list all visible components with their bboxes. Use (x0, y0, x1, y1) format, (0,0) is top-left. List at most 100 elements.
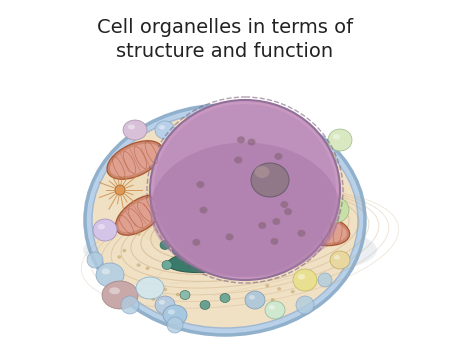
Ellipse shape (118, 198, 162, 233)
Ellipse shape (234, 156, 242, 164)
Ellipse shape (290, 214, 350, 246)
Ellipse shape (176, 293, 180, 296)
Ellipse shape (83, 218, 377, 282)
Ellipse shape (196, 181, 204, 188)
Ellipse shape (123, 284, 127, 287)
Ellipse shape (270, 298, 274, 301)
Ellipse shape (270, 238, 279, 245)
Ellipse shape (154, 104, 336, 276)
Ellipse shape (245, 291, 265, 309)
Ellipse shape (85, 105, 365, 335)
Ellipse shape (87, 252, 103, 268)
Ellipse shape (248, 139, 256, 146)
Ellipse shape (187, 188, 259, 220)
Ellipse shape (272, 218, 280, 225)
Ellipse shape (277, 287, 281, 291)
Ellipse shape (330, 251, 350, 269)
Ellipse shape (192, 239, 200, 246)
Ellipse shape (200, 300, 210, 310)
Ellipse shape (121, 296, 139, 314)
Ellipse shape (188, 139, 202, 151)
Ellipse shape (151, 297, 155, 301)
Ellipse shape (255, 166, 270, 178)
Ellipse shape (168, 310, 175, 314)
Ellipse shape (220, 293, 230, 303)
Ellipse shape (159, 300, 165, 305)
Ellipse shape (332, 257, 336, 260)
Ellipse shape (298, 274, 305, 280)
Ellipse shape (245, 121, 265, 139)
Ellipse shape (166, 298, 170, 301)
Text: Cell organelles in terms of
structure and function: Cell organelles in terms of structure an… (97, 18, 353, 61)
Ellipse shape (137, 232, 141, 236)
Ellipse shape (137, 263, 140, 267)
Ellipse shape (150, 100, 340, 280)
Ellipse shape (140, 154, 144, 158)
Ellipse shape (109, 287, 120, 294)
Ellipse shape (130, 167, 134, 171)
Ellipse shape (107, 141, 163, 179)
Ellipse shape (177, 218, 261, 246)
Ellipse shape (123, 120, 147, 140)
Ellipse shape (123, 137, 347, 263)
Ellipse shape (272, 170, 280, 177)
Ellipse shape (115, 185, 125, 195)
Ellipse shape (274, 153, 283, 160)
Ellipse shape (122, 249, 126, 252)
Ellipse shape (278, 144, 292, 156)
Ellipse shape (334, 255, 340, 260)
Ellipse shape (237, 136, 245, 143)
Ellipse shape (145, 267, 149, 270)
Ellipse shape (284, 208, 292, 215)
Ellipse shape (265, 301, 285, 319)
Ellipse shape (182, 203, 260, 233)
Ellipse shape (266, 284, 269, 287)
Ellipse shape (140, 217, 144, 221)
Ellipse shape (220, 294, 224, 298)
Ellipse shape (163, 305, 187, 325)
Ellipse shape (116, 195, 165, 235)
Ellipse shape (274, 180, 282, 187)
Ellipse shape (160, 241, 170, 249)
Ellipse shape (96, 263, 124, 287)
Ellipse shape (117, 255, 122, 259)
Ellipse shape (93, 219, 117, 241)
Ellipse shape (150, 143, 340, 277)
Ellipse shape (110, 144, 160, 176)
Ellipse shape (297, 230, 306, 237)
Ellipse shape (269, 305, 275, 310)
Ellipse shape (296, 296, 314, 314)
Ellipse shape (104, 221, 108, 225)
Ellipse shape (249, 295, 255, 299)
Ellipse shape (328, 129, 352, 151)
Ellipse shape (251, 163, 289, 197)
Ellipse shape (163, 288, 167, 291)
Ellipse shape (158, 298, 162, 302)
Ellipse shape (159, 125, 165, 129)
Ellipse shape (318, 273, 332, 287)
Ellipse shape (199, 207, 207, 214)
Ellipse shape (314, 150, 336, 170)
Ellipse shape (225, 234, 234, 240)
Ellipse shape (155, 121, 175, 139)
Ellipse shape (167, 247, 263, 273)
Ellipse shape (327, 203, 335, 209)
Ellipse shape (102, 281, 138, 309)
Ellipse shape (102, 268, 110, 274)
Ellipse shape (260, 245, 270, 255)
Ellipse shape (165, 225, 175, 235)
Ellipse shape (321, 197, 349, 223)
Ellipse shape (180, 290, 190, 299)
Ellipse shape (319, 154, 325, 160)
Ellipse shape (280, 201, 288, 208)
Ellipse shape (249, 125, 255, 129)
Ellipse shape (92, 112, 358, 328)
Ellipse shape (162, 261, 172, 269)
Ellipse shape (291, 290, 295, 293)
Ellipse shape (333, 134, 340, 140)
Ellipse shape (167, 317, 183, 333)
Ellipse shape (98, 224, 105, 230)
Ellipse shape (293, 217, 346, 243)
Ellipse shape (128, 124, 135, 129)
Ellipse shape (155, 296, 175, 314)
